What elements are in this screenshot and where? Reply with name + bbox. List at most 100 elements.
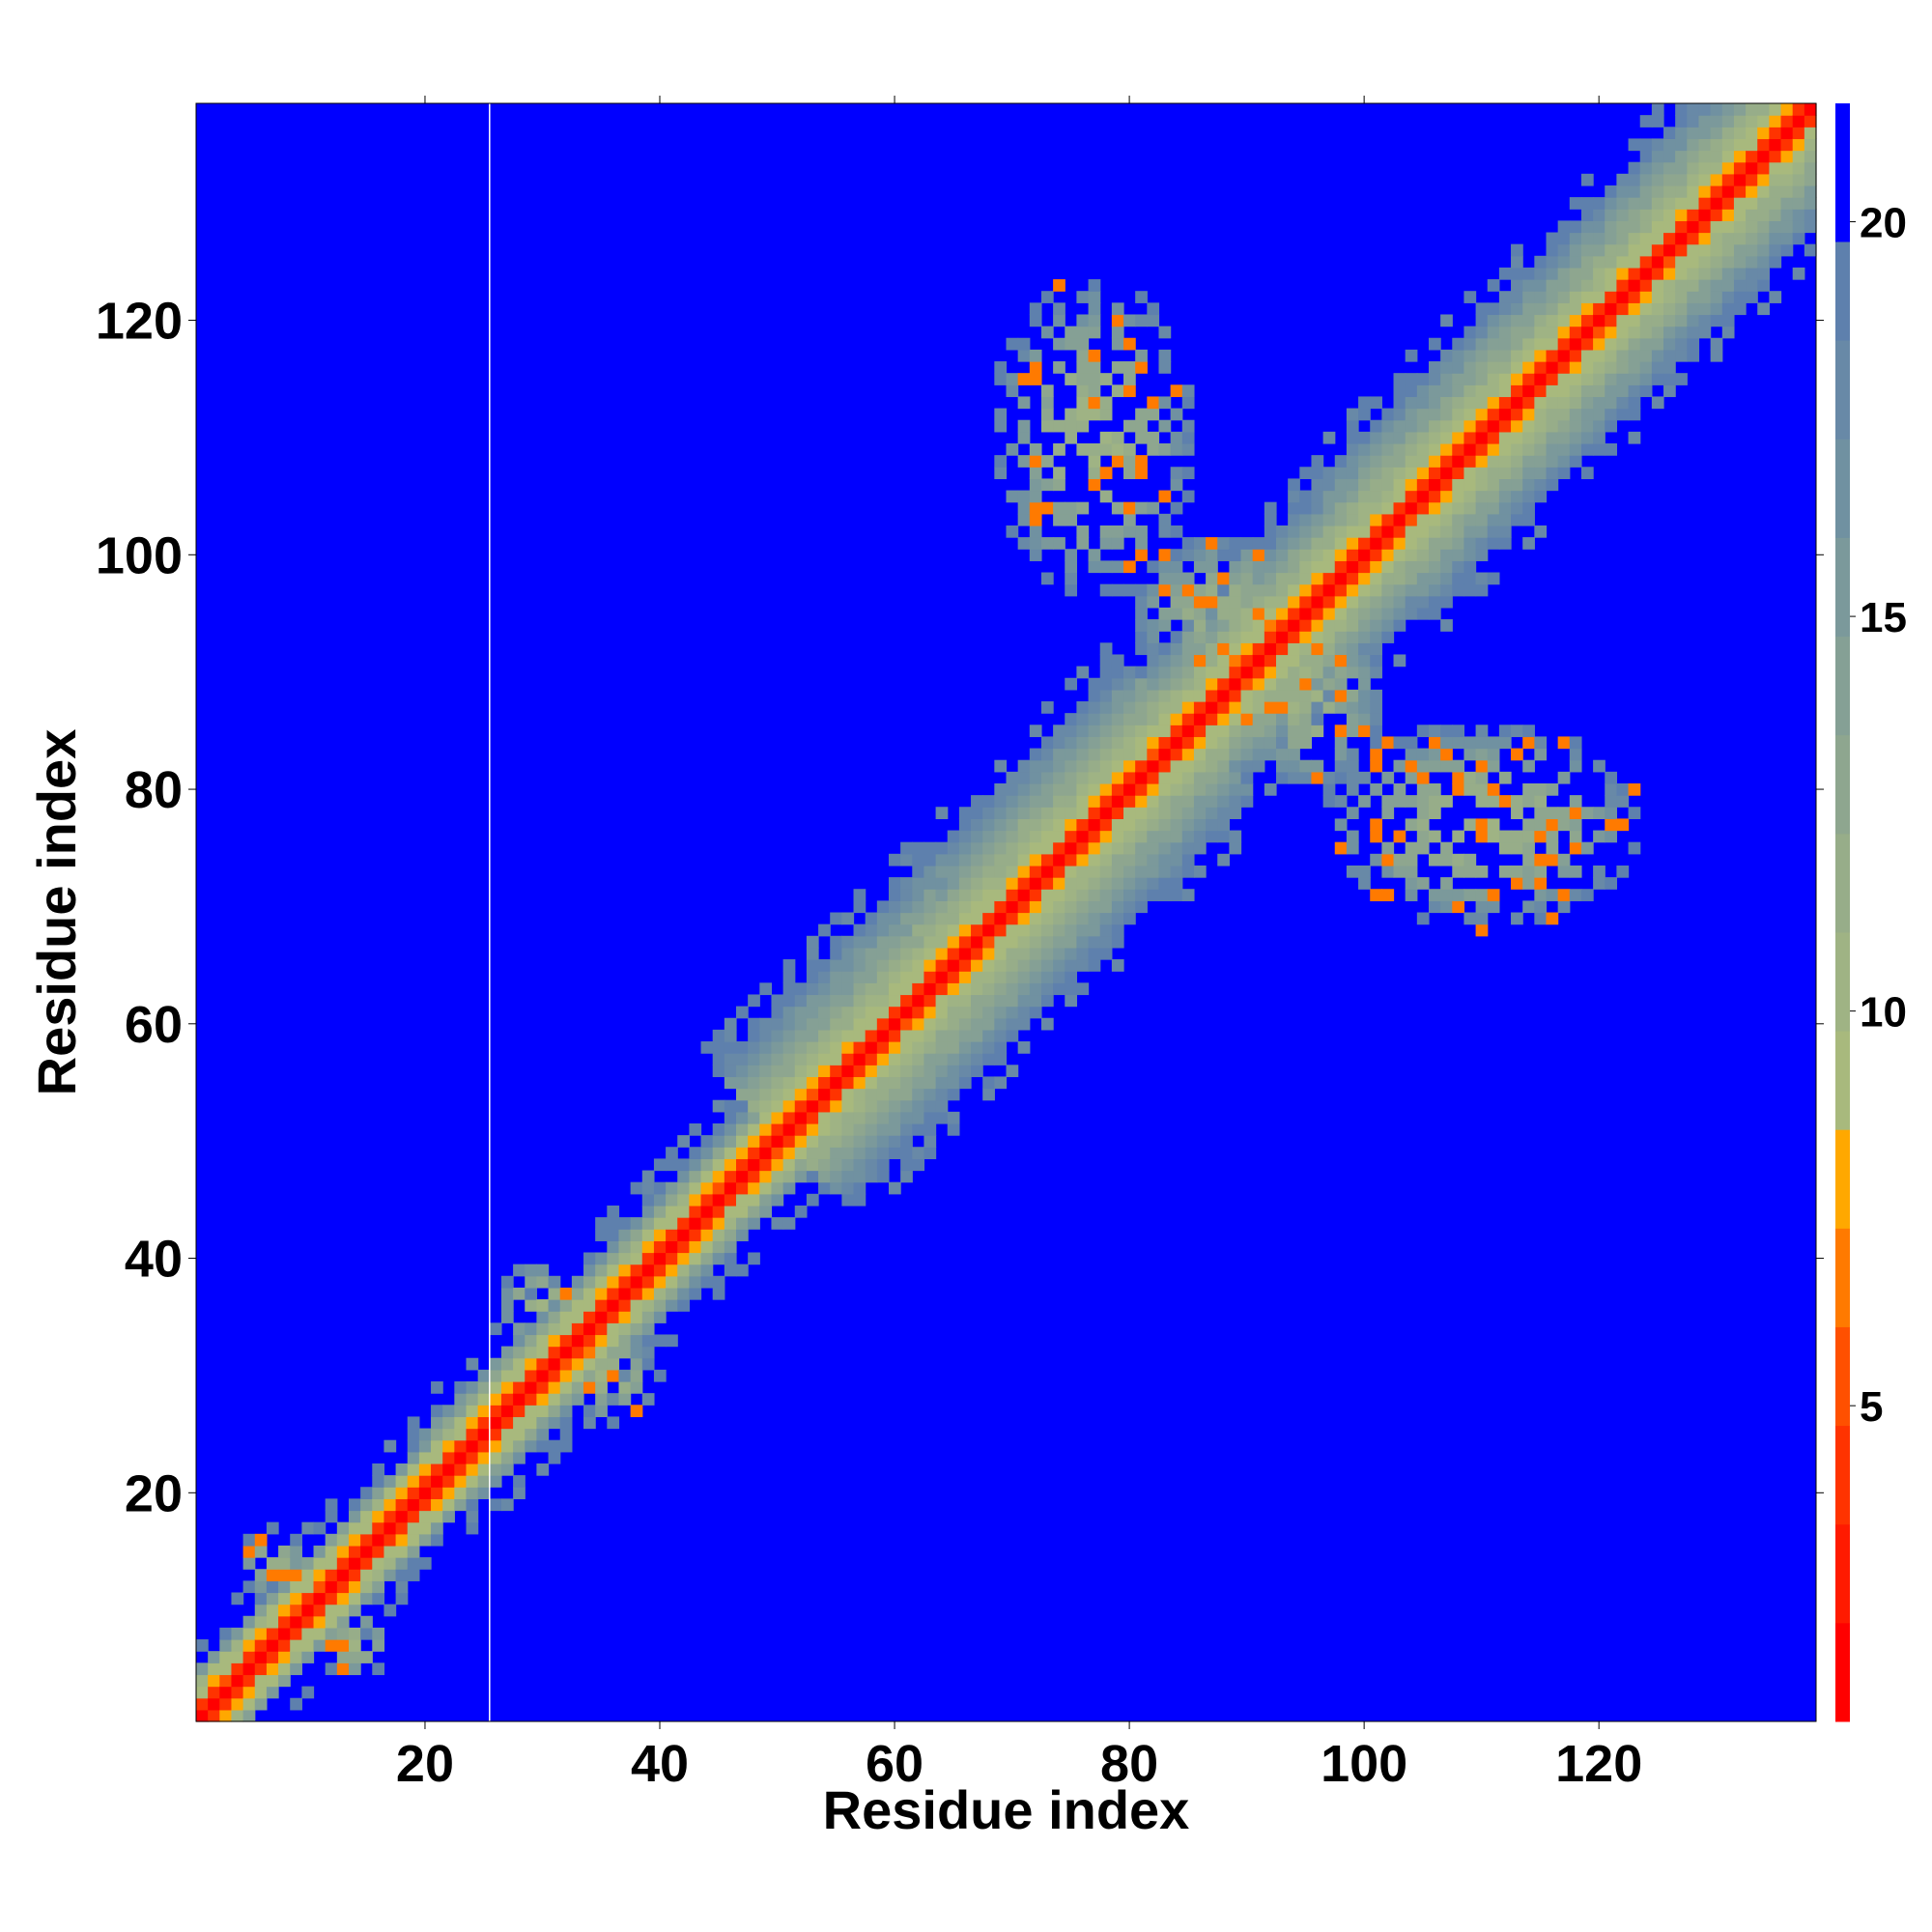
heatmap-cell — [1687, 232, 1700, 245]
heatmap-cell — [1546, 455, 1559, 468]
heatmap-cell — [1017, 501, 1031, 515]
heatmap-cell — [1416, 408, 1430, 421]
heatmap-cell — [841, 912, 855, 925]
heatmap-cell — [1663, 349, 1676, 362]
heatmap-cell — [242, 1580, 256, 1594]
heatmap-cell — [1663, 209, 1676, 221]
heatmap-cell — [1264, 607, 1277, 620]
heatmap-cell — [1288, 642, 1300, 656]
heatmap-cell — [1416, 467, 1430, 480]
heatmap-cell — [689, 1264, 702, 1277]
heatmap-cell — [1065, 501, 1078, 515]
heatmap-cell — [1487, 349, 1500, 362]
heatmap-cell — [1111, 959, 1124, 972]
heatmap-cell — [1593, 279, 1605, 292]
heatmap-cell — [900, 900, 913, 914]
heatmap-cell — [865, 982, 878, 996]
heatmap-cell — [1370, 442, 1382, 456]
heatmap-cell — [1381, 549, 1395, 561]
heatmap-cell — [1639, 243, 1653, 257]
heatmap-cell — [1111, 501, 1124, 515]
heatmap-cell — [1605, 877, 1618, 890]
heatmap-cell — [301, 1569, 315, 1581]
heatmap-cell — [1580, 442, 1594, 456]
heatmap-cell — [736, 1193, 749, 1207]
heatmap-cell — [1147, 748, 1160, 761]
heatmap-cell — [900, 923, 913, 937]
heatmap-cell — [1006, 841, 1019, 855]
heatmap-cell — [1498, 455, 1512, 468]
heatmap-cell — [1040, 971, 1054, 983]
heatmap-cell — [513, 1393, 526, 1406]
heatmap-cell — [1698, 220, 1712, 234]
heatmap-cell — [1381, 771, 1395, 784]
heatmap-cell — [1170, 877, 1183, 890]
heatmap-cell — [689, 1252, 702, 1265]
heatmap-cell — [1675, 255, 1688, 269]
heatmap-cell — [1346, 572, 1359, 585]
heatmap-cell — [372, 1510, 385, 1523]
heatmap-cell — [1792, 150, 1805, 163]
heatmap-cell — [912, 1053, 925, 1065]
heatmap-cell — [1557, 408, 1571, 421]
heatmap-cell — [1088, 677, 1101, 691]
heatmap-cell — [1452, 572, 1465, 585]
heatmap-cell — [1370, 455, 1382, 468]
heatmap-cell — [1628, 361, 1641, 374]
heatmap-cell — [1498, 537, 1512, 550]
heatmap-cell — [1217, 607, 1230, 620]
heatmap-cell — [912, 841, 925, 855]
heatmap-cell — [1065, 736, 1078, 750]
heatmap-cell — [1381, 442, 1395, 456]
heatmap-cell — [1463, 889, 1477, 901]
heatmap-cell — [1088, 900, 1101, 914]
heatmap-cell — [1546, 841, 1559, 855]
heatmap-cell — [1040, 1017, 1054, 1031]
heatmap-cell — [1276, 642, 1289, 656]
heatmap-cell — [1452, 537, 1465, 550]
heatmap-cell — [1040, 912, 1054, 925]
heatmap-cell — [1639, 384, 1653, 398]
heatmap-cell — [1229, 677, 1242, 691]
heatmap-cell — [782, 971, 796, 983]
heatmap-cell — [1299, 560, 1313, 574]
heatmap-cell — [348, 1569, 361, 1581]
heatmap-cell — [571, 1346, 584, 1359]
heatmap-cell — [1088, 302, 1101, 316]
heatmap-cell — [1147, 782, 1160, 796]
heatmap-cell — [1405, 572, 1418, 585]
heatmap-cell — [313, 1545, 327, 1558]
heatmap-cell — [1099, 877, 1113, 890]
heatmap-cell — [1147, 501, 1160, 515]
heatmap-cell — [958, 889, 972, 901]
heatmap-cell — [1769, 220, 1782, 234]
heatmap-cell — [923, 1076, 937, 1090]
heatmap-cell — [1017, 889, 1031, 901]
heatmap-cell — [853, 1135, 867, 1148]
heatmap-cell — [1428, 807, 1441, 819]
heatmap-cell — [888, 889, 901, 901]
heatmap-cell — [1158, 361, 1172, 374]
heatmap-cell — [982, 818, 995, 832]
heatmap-cell — [278, 1662, 291, 1676]
heatmap-cell — [923, 912, 937, 925]
heatmap-cell — [888, 1181, 901, 1195]
heatmap-cell — [1710, 232, 1723, 245]
heatmap-cell — [1393, 865, 1406, 878]
heatmap-cell — [1065, 818, 1078, 832]
heatmap-cell — [571, 1369, 584, 1382]
heatmap-cell — [384, 1545, 397, 1558]
heatmap-cell — [759, 1111, 773, 1124]
heatmap-cell — [888, 959, 901, 972]
heatmap-cell — [1475, 501, 1489, 515]
heatmap-cell — [1099, 736, 1113, 750]
heatmap-cell — [1065, 326, 1078, 339]
heatmap-cell — [1546, 467, 1559, 480]
heatmap-cell — [1757, 302, 1770, 316]
heatmap-cell — [1147, 830, 1160, 843]
heatmap-cell — [912, 853, 925, 867]
heatmap-cell — [1687, 255, 1700, 269]
heatmap-cell — [971, 818, 983, 832]
heatmap-cell — [1757, 220, 1770, 234]
